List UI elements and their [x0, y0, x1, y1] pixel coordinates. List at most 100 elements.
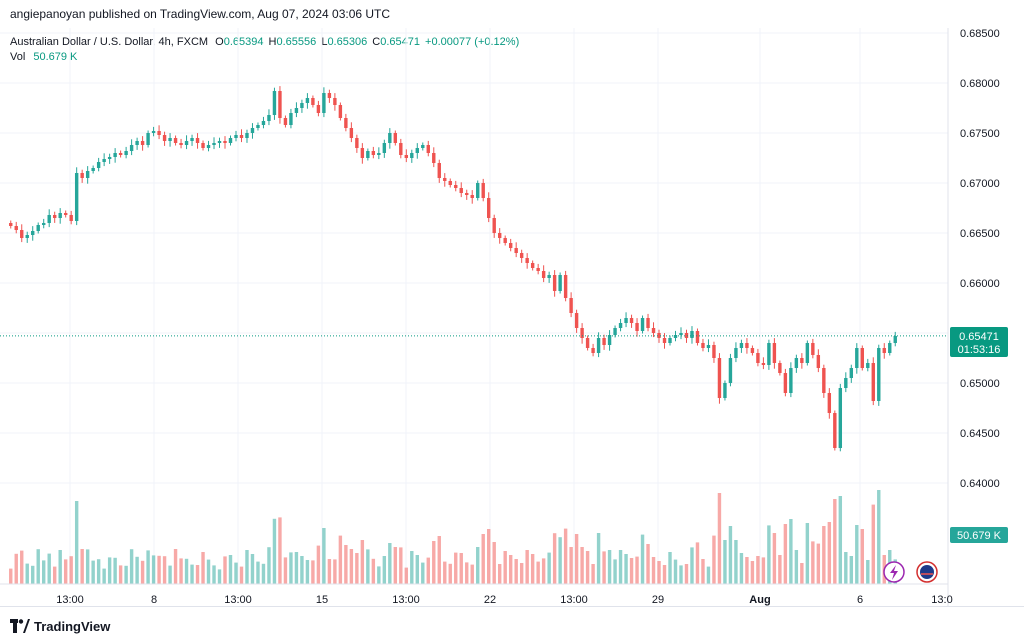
- volume-bar: [421, 562, 425, 584]
- candle-body: [871, 363, 875, 401]
- y-tick-label: 0.68000: [960, 78, 1000, 90]
- volume-bar: [794, 550, 799, 584]
- volume-bar: [701, 559, 705, 584]
- candle-body: [888, 343, 892, 353]
- candle-body: [487, 198, 491, 218]
- volume-bar: [481, 534, 485, 584]
- symbol-name[interactable]: Australian Dollar / U.S. Dollar, 4h, FXC…: [10, 36, 209, 48]
- candle-body: [151, 131, 156, 133]
- volume-bar: [300, 556, 304, 584]
- price-axis[interactable]: 0.68500 0.68000 0.67500 0.67000 0.66500 0.660…: [960, 28, 1000, 490]
- candle-body: [36, 225, 40, 231]
- candle-body: [289, 113, 293, 125]
- candle-body: [201, 143, 205, 148]
- candle-body: [662, 338, 667, 343]
- volume-bar: [250, 554, 255, 584]
- volume-bar: [662, 565, 667, 584]
- volume-bar: [157, 555, 161, 584]
- candle-body: [893, 336, 897, 343]
- volume-bar: [838, 496, 843, 584]
- candle-body: [212, 143, 216, 145]
- candle-body: [530, 263, 535, 268]
- candle-body: [388, 133, 392, 143]
- candle-body: [327, 93, 332, 98]
- volume-bar: [239, 566, 244, 584]
- volume-bar: [388, 543, 392, 584]
- volume-bar: [833, 499, 837, 584]
- candle-body: [646, 318, 650, 328]
- candle-body: [129, 145, 134, 151]
- tradingview-brand[interactable]: TradingView: [34, 619, 111, 634]
- volume-bar: [283, 557, 288, 584]
- candle-body: [503, 238, 507, 243]
- volume-bar: [118, 565, 123, 584]
- candle-body: [52, 215, 57, 218]
- volume-bar: [91, 560, 95, 584]
- volume-bar: [492, 542, 496, 584]
- candle-body: [25, 235, 29, 238]
- volume-bar: [860, 529, 864, 584]
- candle-body: [558, 275, 562, 291]
- volume-bar: [245, 550, 249, 584]
- candle-body: [822, 368, 826, 393]
- volume-bar: [673, 559, 678, 584]
- candle-body: [448, 181, 452, 185]
- candle-body: [168, 138, 172, 141]
- us-flag-icon[interactable]: [916, 561, 938, 583]
- volume-bar: [113, 557, 117, 584]
- volume-bar: [640, 534, 645, 584]
- candle-body: [157, 131, 161, 135]
- y-tick-label: 0.64000: [960, 478, 1000, 490]
- volume-bar: [761, 557, 766, 584]
- candle-body: [74, 173, 79, 221]
- change-value: +0.00077 (+0.12%): [425, 36, 520, 48]
- volume-bars: [9, 490, 897, 584]
- x-tick-label: 6: [857, 594, 863, 606]
- last-price-badge: 0.65471 01:53:16: [950, 327, 1008, 357]
- volume-badge: 50.679 K: [950, 527, 1008, 543]
- candle-body: [261, 121, 266, 125]
- volume-bar: [9, 568, 13, 584]
- tradingview-logo-icon[interactable]: [10, 619, 30, 633]
- volume-bar: [14, 553, 18, 584]
- candle-body: [300, 103, 304, 108]
- lightning-icon[interactable]: [883, 561, 905, 583]
- volume-bar: [393, 547, 398, 584]
- candle-body: [179, 143, 183, 145]
- volume-bar: [404, 567, 409, 584]
- candle-body: [783, 373, 788, 393]
- candlesticks: [9, 86, 897, 452]
- candle-body: [695, 331, 700, 343]
- candle-body: [833, 413, 837, 448]
- volume-bar: [146, 550, 150, 584]
- candle-body: [399, 143, 403, 155]
- candle-body: [267, 115, 271, 121]
- volume-bar: [855, 525, 859, 584]
- volume-bar: [679, 565, 683, 584]
- volume-bar: [739, 553, 744, 584]
- volume-bar: [399, 547, 403, 584]
- x-tick-label: 13:0: [931, 594, 952, 606]
- candle-body: [228, 138, 233, 143]
- volume-bar: [256, 561, 260, 584]
- time-axis[interactable]: 13:00 8 13:00 15 13:00 22 13:00 29 Aug 6 13:0: [56, 594, 952, 606]
- candle-body: [195, 138, 200, 143]
- volume-bar: [36, 549, 40, 584]
- candle-body: [827, 393, 832, 413]
- candle-body: [118, 153, 123, 155]
- volume-bar: [58, 550, 62, 584]
- candle-body: [772, 343, 777, 363]
- volume-bar: [107, 557, 112, 584]
- candle-body: [140, 141, 145, 145]
- candle-body: [217, 141, 222, 143]
- volume-bar: [756, 556, 760, 584]
- candle-body: [519, 253, 524, 258]
- candle-body: [569, 298, 573, 313]
- candle-body: [20, 230, 24, 238]
- volume-label[interactable]: Vol: [10, 51, 26, 63]
- price-chart[interactable]: 0.68500 0.68000 0.67500 0.67000 0.66500 0.660…: [0, 0, 1024, 606]
- candle-body: [184, 141, 189, 145]
- candle-body: [47, 215, 51, 223]
- volume-bar: [569, 547, 573, 584]
- candle-body: [31, 231, 35, 235]
